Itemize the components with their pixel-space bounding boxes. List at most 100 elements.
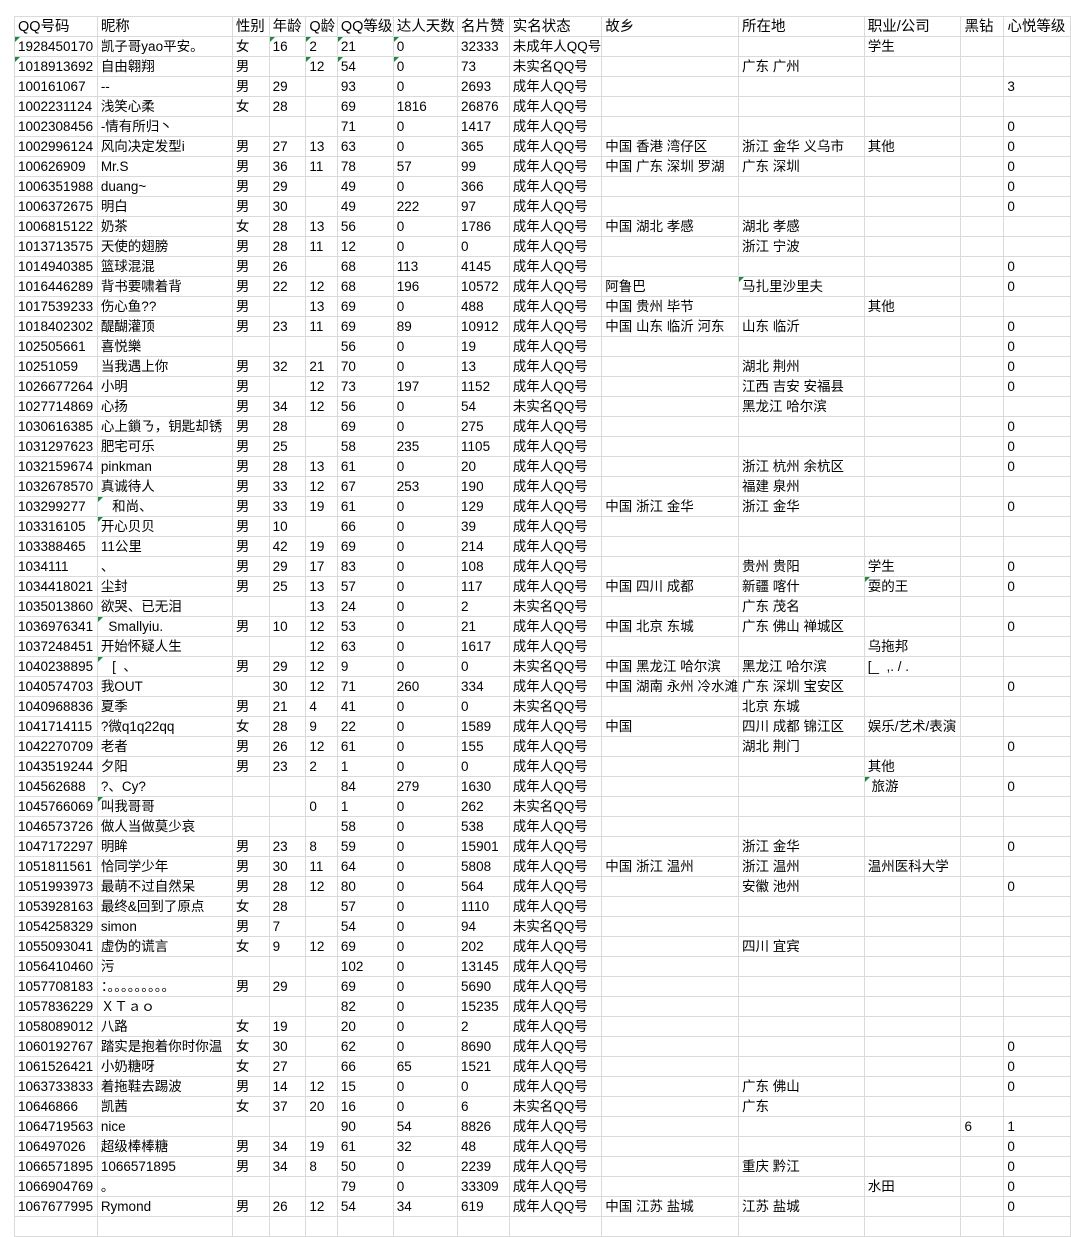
cell-card-likes[interactable]: 619 — [457, 1196, 510, 1217]
cell-expert-days[interactable]: 0 — [392, 856, 459, 877]
cell-qq-age[interactable] — [305, 1216, 338, 1237]
cell-occupation[interactable] — [863, 1036, 962, 1057]
cell-age[interactable]: 36 — [268, 156, 307, 177]
cell-qq-level[interactable]: 80 — [336, 876, 394, 897]
cell-xinyue-level[interactable] — [1003, 956, 1071, 977]
cell-qq-number[interactable]: 1036976341 — [14, 616, 98, 637]
cell-gender[interactable] — [231, 1176, 270, 1197]
cell-qq-number[interactable]: 1053928163 — [14, 896, 98, 917]
cell-gender[interactable]: 女 — [231, 716, 270, 737]
cell-xinyue-level[interactable]: 0 — [1003, 1136, 1071, 1157]
cell-location[interactable]: 山东 临沂 — [738, 316, 865, 337]
cell-qq-age[interactable] — [305, 896, 338, 917]
cell-occupation[interactable] — [863, 496, 962, 517]
cell-xinyue-level[interactable] — [1003, 916, 1071, 937]
cell-location[interactable]: 广东 深圳 宝安区 — [738, 676, 865, 697]
cell-age[interactable]: 29 — [268, 76, 307, 97]
cell-qq-age[interactable]: 13 — [305, 576, 338, 597]
cell-location[interactable]: 浙江 宁波 — [738, 236, 865, 257]
cell-xinyue-level[interactable]: 0 — [1003, 876, 1071, 897]
cell-expert-days[interactable]: 0 — [392, 236, 459, 257]
cell-card-likes[interactable]: 5690 — [457, 976, 510, 997]
cell-nickname[interactable]: 凯子哥yao平安。 — [96, 36, 233, 57]
cell-card-likes[interactable]: 538 — [457, 816, 510, 837]
cell-expert-days[interactable]: 1816 — [392, 96, 459, 117]
cell-black-diamond[interactable] — [960, 56, 1005, 77]
cell-expert-days[interactable]: 0 — [392, 616, 459, 637]
cell-real-name-status[interactable]: 成年人QQ号 — [508, 856, 603, 877]
cell-gender[interactable] — [231, 796, 270, 817]
cell-black-diamond[interactable] — [960, 716, 1005, 737]
cell-gender[interactable]: 女 — [231, 896, 270, 917]
cell-qq-level[interactable]: 58 — [336, 436, 394, 457]
cell-expert-days[interactable]: 0 — [392, 976, 459, 997]
cell-qq-number[interactable]: 10251059 — [14, 356, 98, 377]
cell-real-name-status[interactable]: 未实名QQ号 — [508, 696, 603, 717]
cell-xinyue-level[interactable]: 0 — [1003, 776, 1071, 797]
cell-occupation[interactable]: [_ ,. / . — [863, 656, 962, 677]
cell-real-name-status[interactable]: 成年人QQ号 — [508, 1056, 603, 1077]
cell-qq-number[interactable]: 1040574703 — [14, 676, 98, 697]
cell-nickname[interactable]: 凯茜 — [96, 1096, 233, 1117]
cell-nickname[interactable]: 超级棒棒糖 — [96, 1136, 233, 1157]
cell-location[interactable] — [738, 1116, 865, 1137]
cell-real-name-status[interactable]: 成年人QQ号 — [508, 736, 603, 757]
cell-black-diamond[interactable] — [960, 1136, 1005, 1157]
cell-expert-days[interactable]: 0 — [392, 1016, 459, 1037]
cell-qq-age[interactable]: 11 — [305, 856, 338, 877]
cell-qq-age[interactable]: 12 — [305, 1076, 338, 1097]
cell-gender[interactable]: 女 — [231, 96, 270, 117]
cell-black-diamond[interactable] — [960, 416, 1005, 437]
cell-qq-number[interactable]: 1031297623 — [14, 436, 98, 457]
cell-qq-age[interactable] — [305, 956, 338, 977]
cell-age[interactable]: 9 — [268, 936, 307, 957]
cell-black-diamond[interactable] — [960, 376, 1005, 397]
cell-card-likes[interactable]: 0 — [457, 1076, 510, 1097]
cell-hometown[interactable] — [601, 1076, 739, 1097]
cell-occupation[interactable]: 耍的王 — [863, 576, 962, 597]
cell-gender[interactable] — [231, 816, 270, 837]
cell-nickname[interactable]: 夏季 — [96, 696, 233, 717]
cell-hometown[interactable]: 中国 浙江 金华 — [601, 496, 739, 517]
cell-card-likes[interactable]: 6 — [457, 1096, 510, 1117]
cell-qq-number[interactable]: 106497026 — [14, 1136, 98, 1157]
cell-hometown[interactable] — [601, 1056, 739, 1077]
cell-hometown[interactable]: 中国 山东 临沂 河东 — [601, 316, 739, 337]
cell-hometown[interactable] — [601, 1036, 739, 1057]
cell-gender[interactable] — [231, 636, 270, 657]
cell-qq-age[interactable] — [305, 336, 338, 357]
spreadsheet-grid[interactable]: QQ号码 昵称 性别 年龄 Q龄 QQ等级 达人天数 名片赞 实名状态 故乡 所在地 职业/公司 黑钻心… — [14, 16, 1071, 1237]
cell-occupation[interactable] — [863, 1016, 962, 1037]
cell-age[interactable]: 28 — [268, 236, 307, 257]
cell-expert-days[interactable]: 0 — [392, 76, 459, 97]
cell-occupation[interactable] — [863, 56, 962, 77]
cell-expert-days[interactable]: 260 — [392, 676, 459, 697]
cell-gender[interactable]: 男 — [231, 496, 270, 517]
column-header-xinyue-level[interactable]: 心悦等级 — [1003, 16, 1071, 37]
cell-hometown[interactable] — [601, 816, 739, 837]
cell-occupation[interactable] — [863, 256, 962, 277]
cell-qq-level[interactable]: 12 — [336, 236, 394, 257]
cell-black-diamond[interactable] — [960, 256, 1005, 277]
cell-qq-number[interactable]: 1054258329 — [14, 916, 98, 937]
cell-gender[interactable]: 男 — [231, 916, 270, 937]
cell-hometown[interactable] — [601, 116, 739, 137]
cell-black-diamond[interactable] — [960, 516, 1005, 537]
cell-black-diamond[interactable] — [960, 1216, 1005, 1237]
cell-hometown[interactable]: 中国 北京 东城 — [601, 616, 739, 637]
cell-qq-number[interactable]: 10646866 — [14, 1096, 98, 1117]
cell-gender[interactable]: 男 — [231, 856, 270, 877]
cell-gender[interactable] — [231, 776, 270, 797]
cell-occupation[interactable] — [863, 1076, 962, 1097]
cell-xinyue-level[interactable]: 0 — [1003, 1176, 1071, 1197]
cell-expert-days[interactable]: 0 — [392, 116, 459, 137]
cell-nickname[interactable]: 恰同学少年 — [96, 856, 233, 877]
cell-age[interactable]: 28 — [268, 896, 307, 917]
cell-qq-level[interactable]: 73 — [336, 376, 394, 397]
cell-occupation[interactable] — [863, 356, 962, 377]
cell-nickname[interactable]: -情有所归丶 — [96, 116, 233, 137]
cell-qq-level[interactable]: 56 — [336, 336, 394, 357]
cell-age[interactable]: 30 — [268, 676, 307, 697]
cell-real-name-status[interactable]: 成年人QQ号 — [508, 776, 603, 797]
cell-location[interactable]: 浙江 金华 — [738, 836, 865, 857]
